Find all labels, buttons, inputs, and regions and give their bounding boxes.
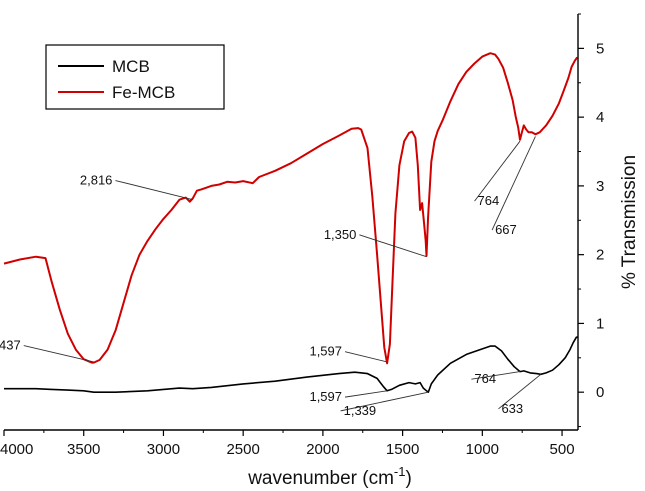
x-axis-title-close: ) bbox=[405, 468, 411, 489]
x-tick-label: 1500 bbox=[386, 441, 419, 458]
annotation-label: 3,437 bbox=[0, 338, 21, 353]
x-tick-label: 2000 bbox=[306, 441, 339, 458]
annotation-label: 1,597 bbox=[309, 344, 342, 359]
x-tick-label: 2500 bbox=[226, 441, 259, 458]
x-tick-label: 3000 bbox=[147, 441, 180, 458]
annotation-leader-line bbox=[115, 180, 193, 201]
annotation-label: 667 bbox=[495, 222, 517, 237]
annotation-leader-line bbox=[474, 140, 521, 202]
annotation-leader-line bbox=[359, 234, 427, 258]
x-tick-label: 500 bbox=[550, 441, 575, 458]
y-tick-label: 3 bbox=[596, 178, 604, 195]
annotation-leader-line bbox=[340, 391, 429, 412]
series-group bbox=[3, 52, 579, 393]
y-tick-label: 5 bbox=[596, 40, 604, 57]
axes-group: 4000 3500 3000 2500 2000 1500 1000 500 0 1 2 3 4 5 wav… bbox=[0, 13, 640, 489]
y-tick-label: 4 bbox=[596, 109, 604, 126]
annotation-label: 2,816 bbox=[80, 173, 113, 188]
legend-label-mcb: MCB bbox=[112, 57, 150, 76]
x-axis-title: wavenumber (cm-1) bbox=[247, 464, 412, 489]
annotation-leader-line bbox=[491, 136, 536, 231]
x-tick-label: 3500 bbox=[67, 441, 100, 458]
annotation-label: 1,597 bbox=[309, 389, 342, 404]
x-tick-label: 4000 bbox=[0, 441, 33, 458]
y-tick-label: 2 bbox=[596, 247, 604, 264]
x-axis-title-superscript: -1 bbox=[394, 464, 406, 479]
legend-label-fe-mcb: Fe-MCB bbox=[112, 83, 175, 102]
annotation-label: 764 bbox=[478, 193, 500, 208]
x-tick-label: 1000 bbox=[466, 441, 499, 458]
annotation-leader-line bbox=[23, 345, 94, 363]
x-axis-title-main: wavenumber (cm bbox=[247, 468, 394, 489]
annotation-label: 764 bbox=[474, 371, 496, 386]
y-axis-title: % Transmission bbox=[619, 155, 640, 289]
y-tick-label: 0 bbox=[596, 384, 604, 401]
series-line-mcb bbox=[4, 336, 578, 393]
annotation-leader-line bbox=[471, 371, 521, 380]
annotation-leader-line bbox=[498, 373, 542, 410]
annotation-label: 633 bbox=[501, 401, 523, 416]
annotation-leader-line bbox=[344, 390, 388, 398]
annotation-label: 1,339 bbox=[344, 403, 377, 418]
annotation-leader-line bbox=[344, 351, 388, 363]
legend: MCB Fe-MCB bbox=[45, 44, 225, 110]
series-line-fe-mcb bbox=[3, 52, 579, 365]
y-tick-label: 1 bbox=[596, 315, 604, 332]
legend-box bbox=[45, 44, 225, 110]
annotation-label: 1,350 bbox=[324, 227, 357, 242]
annotations-group: 3,4372,8161,3501,5971,5971,3397646337646… bbox=[0, 136, 542, 418]
